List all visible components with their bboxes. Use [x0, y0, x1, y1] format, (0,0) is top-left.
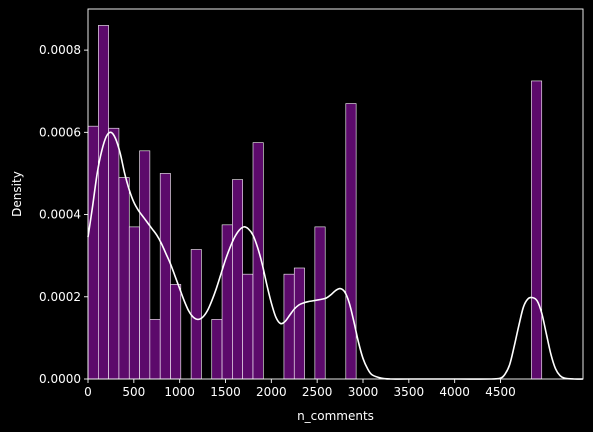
- histogram-bar: [87, 125, 99, 380]
- x-axis-ticks: 0 500 1000 1500 2000 2500 3000 3500 4000 4500: [84, 379, 516, 399]
- y-tick-label: 0.0006: [39, 125, 81, 139]
- x-tick-label: 1000: [164, 385, 195, 399]
- histogram-bar: [293, 267, 305, 380]
- histogram-bar: [283, 273, 295, 380]
- histogram-bar: [139, 150, 151, 380]
- x-tick-label: 2000: [256, 385, 287, 399]
- histogram-bar: [170, 284, 182, 380]
- histogram-bar: [98, 25, 109, 380]
- histogram-bar: [242, 273, 254, 380]
- histogram-bar: [314, 226, 326, 380]
- x-tick-label: 4000: [439, 385, 470, 399]
- x-tick-label: 4500: [485, 385, 516, 399]
- y-tick-label: 0.0008: [39, 43, 81, 57]
- histogram-bar: [190, 249, 202, 380]
- histogram-bar: [221, 224, 233, 380]
- x-tick-label: 0: [84, 385, 92, 399]
- x-tick-label: 500: [122, 385, 145, 399]
- histogram-bar: [211, 319, 223, 380]
- x-tick-label: 3000: [348, 385, 379, 399]
- kde-density-line: [87, 131, 584, 380]
- histogram-bar: [108, 127, 120, 380]
- x-tick-label: 2500: [302, 385, 333, 399]
- histogram-bar: [232, 179, 243, 380]
- histogram-bar: [159, 173, 171, 380]
- histogram-bar: [118, 177, 130, 380]
- y-axis-ticks: 0.0000 0.0002 0.0004 0.0006 0.0008: [39, 43, 88, 386]
- x-tick-label: 1500: [210, 385, 241, 399]
- histogram-bar: [128, 226, 140, 380]
- y-tick-label: 0.0002: [39, 290, 81, 304]
- y-axis-label: Density: [10, 171, 24, 217]
- plot-frame: [87, 8, 584, 380]
- x-axis-label: n_comments: [297, 409, 374, 423]
- histogram-bar: [345, 103, 357, 380]
- y-tick-label: 0.0000: [39, 372, 81, 386]
- histogram-bar: [531, 80, 543, 380]
- y-tick-label: 0.0004: [39, 208, 81, 222]
- histogram-bar: [149, 319, 161, 380]
- x-tick-label: 3500: [394, 385, 425, 399]
